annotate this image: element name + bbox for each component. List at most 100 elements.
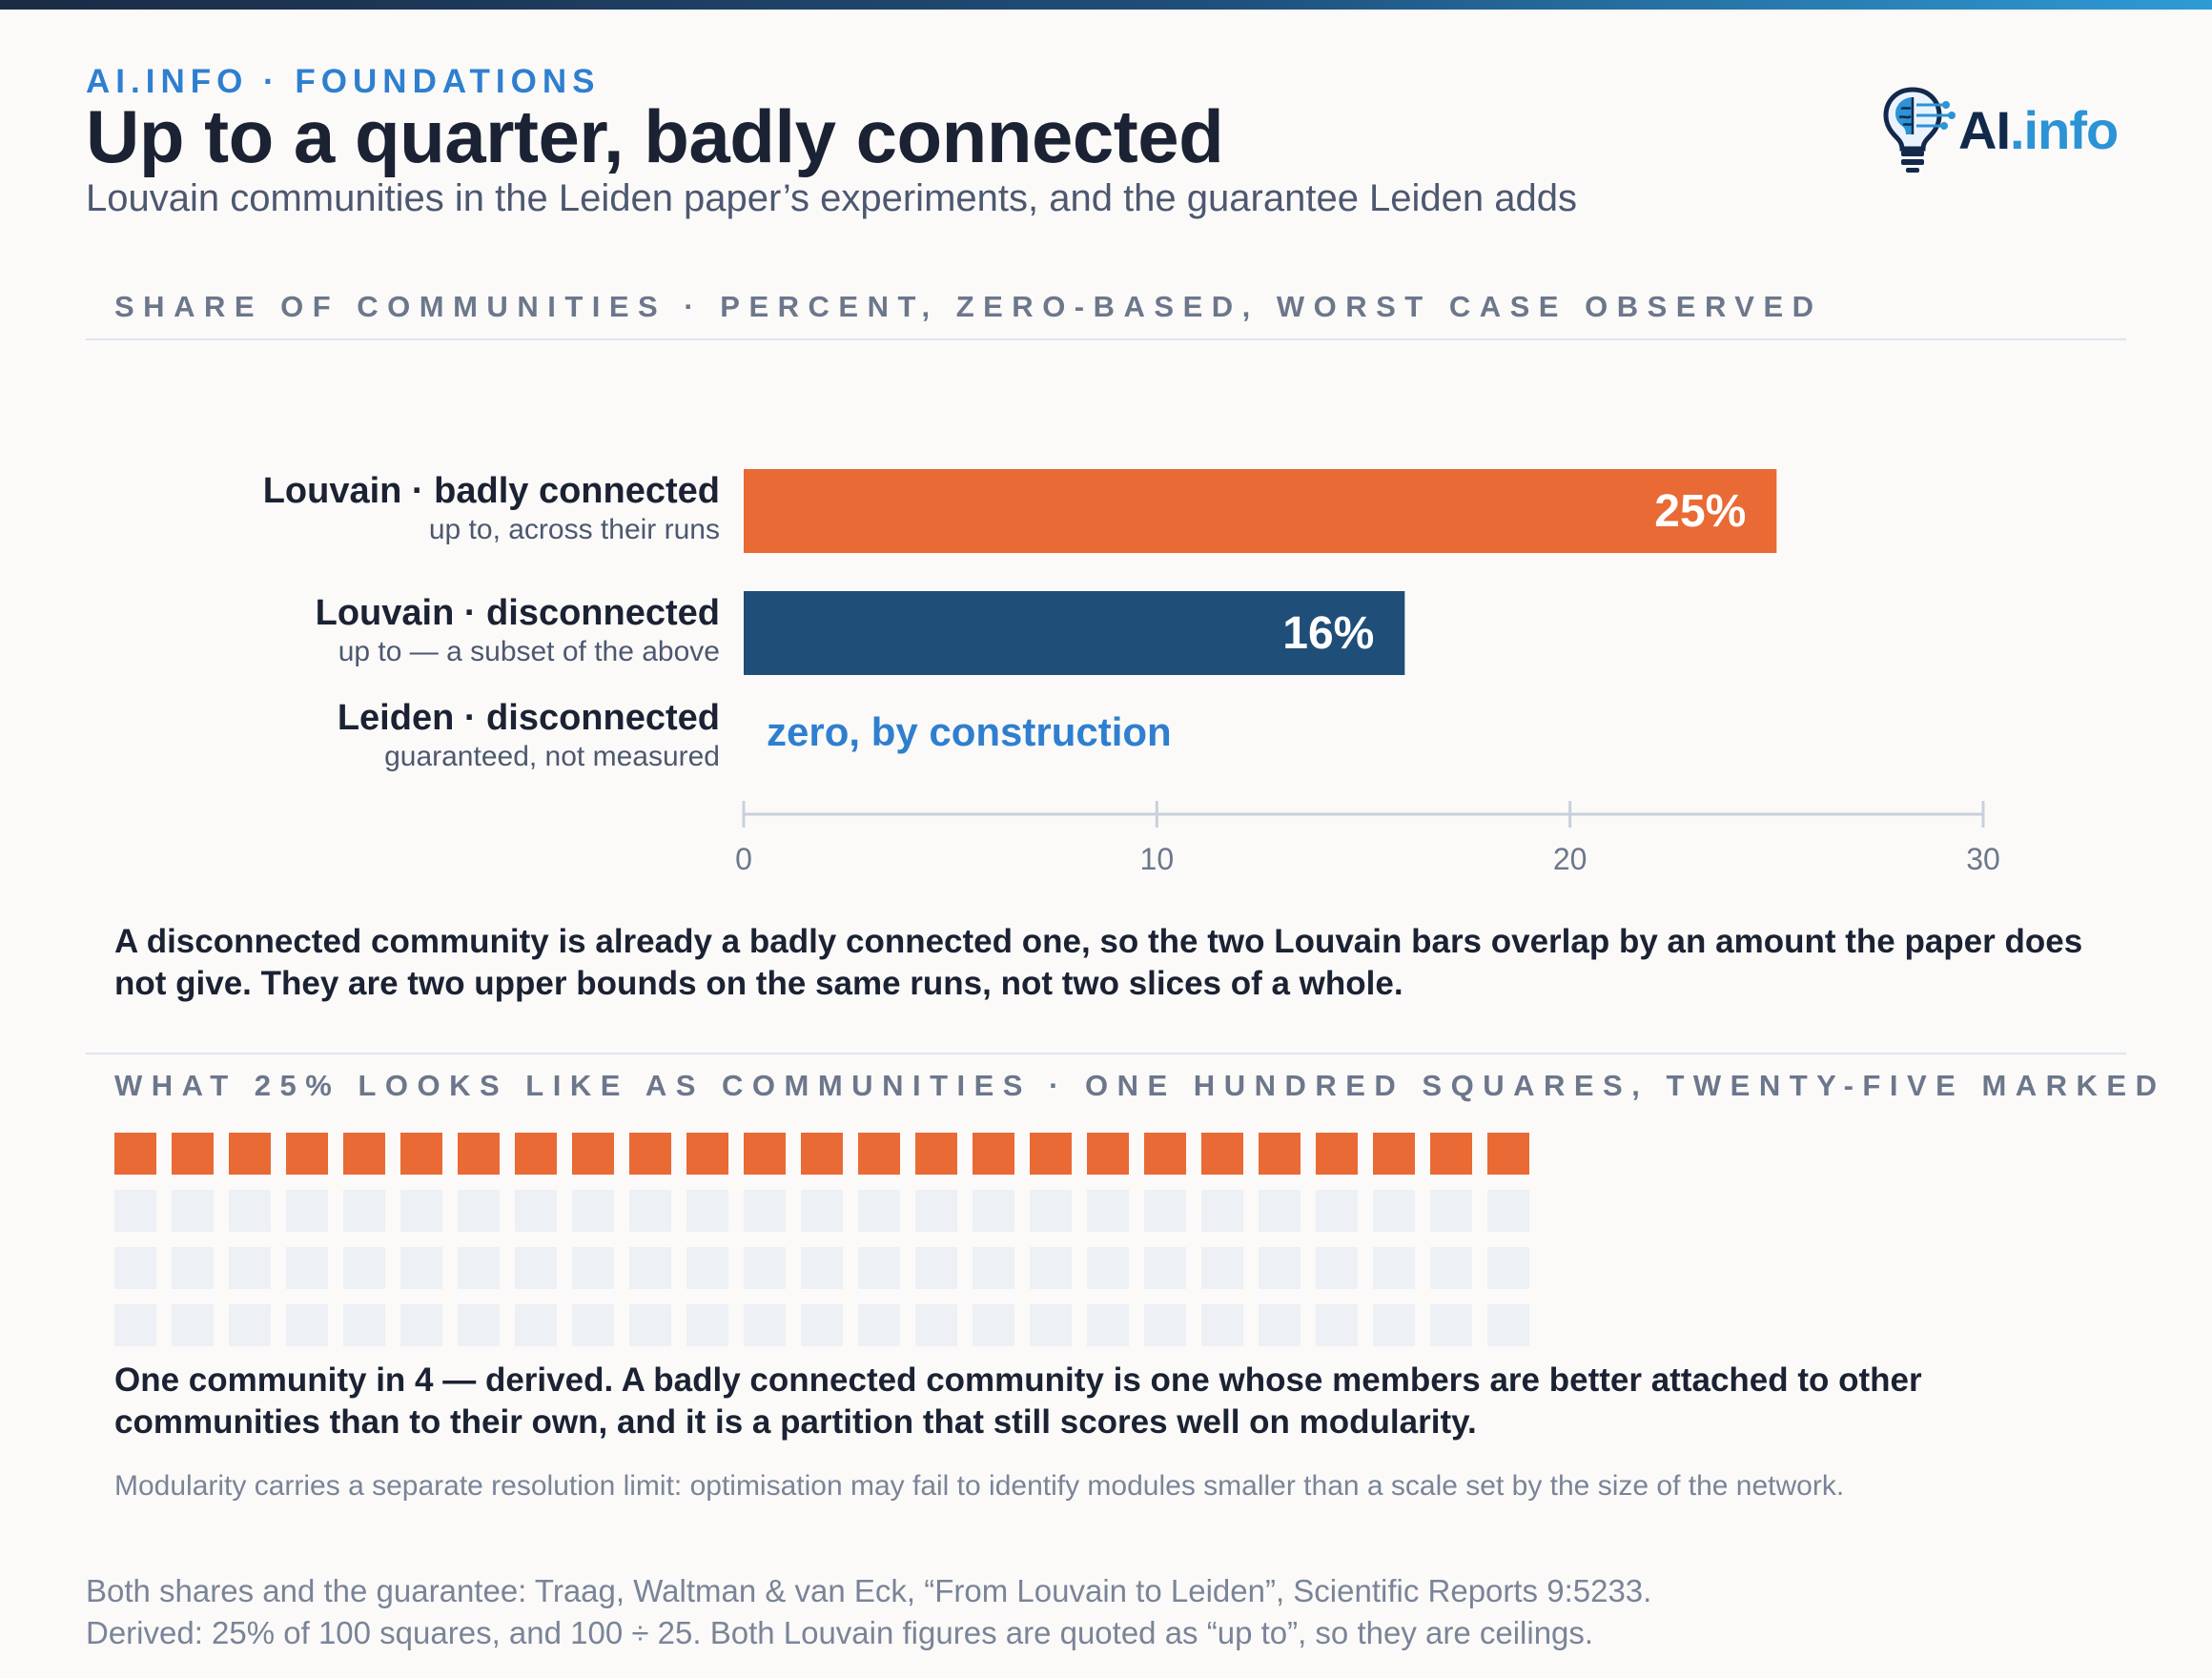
waffle-square [801, 1247, 843, 1289]
waffle-square [343, 1304, 385, 1346]
waffle-square [515, 1247, 557, 1289]
waffle-square [1487, 1304, 1529, 1346]
waffle-square-marked [1144, 1133, 1186, 1175]
waffle-square [400, 1304, 442, 1346]
waffle-square [1030, 1247, 1072, 1289]
waffle-square [1144, 1190, 1186, 1232]
waffle-square-marked [858, 1133, 900, 1175]
waffle-square [744, 1190, 786, 1232]
waffle-square-marked [343, 1133, 385, 1175]
waffle-square-marked [686, 1133, 728, 1175]
bar-sublabel: guaranteed, not measured [384, 741, 720, 772]
waffle-square [915, 1247, 957, 1289]
waffle-square-marked [286, 1133, 328, 1175]
waffle-square [1201, 1247, 1243, 1289]
waffle-square [1144, 1247, 1186, 1289]
waffle-square-marked [515, 1133, 557, 1175]
waffle-square [744, 1304, 786, 1346]
x-tick-label: 0 [735, 842, 752, 876]
waffle-square [458, 1304, 500, 1346]
bar [744, 469, 1777, 553]
source-line: Both shares and the guarantee: Traag, Wa… [86, 1573, 1652, 1608]
waffle-square-marked [572, 1133, 614, 1175]
waffle-section-label: WHAT 25% LOOKS LIKE AS COMMUNITIES · ONE… [114, 1069, 2166, 1102]
waffle-square [1259, 1190, 1301, 1232]
bar-label: Louvain · disconnected [316, 593, 720, 633]
waffle-square [1259, 1304, 1301, 1346]
waffle-square [229, 1190, 271, 1232]
top-accent-bar [0, 0, 2212, 10]
waffle-square [1201, 1190, 1243, 1232]
waffle-square [801, 1190, 843, 1232]
waffle-square [400, 1247, 442, 1289]
waffle-square [1430, 1190, 1472, 1232]
waffle-square [400, 1190, 442, 1232]
waffle-square-marked [1201, 1133, 1243, 1175]
waffle-square [1087, 1304, 1129, 1346]
waffle-square [1087, 1190, 1129, 1232]
waffle-square [572, 1304, 614, 1346]
x-tick-label: 10 [1140, 842, 1175, 876]
bar-value-label: zero, by construction [767, 709, 1172, 754]
bar-sublabel: up to — a subset of the above [338, 636, 720, 667]
waffle-square [515, 1190, 557, 1232]
brand-wordmark-ai: AI [1958, 99, 2011, 160]
waffle-square [1316, 1190, 1358, 1232]
waffle-square [1373, 1247, 1415, 1289]
waffle-square [229, 1247, 271, 1289]
waffle-square [915, 1190, 957, 1232]
waffle-square [629, 1190, 671, 1232]
waffle-square [458, 1190, 500, 1232]
waffle-square [1087, 1247, 1129, 1289]
waffle-square [1259, 1247, 1301, 1289]
waffle-square-marked [1316, 1133, 1358, 1175]
resolution-limit-note: Modularity carries a separate resolution… [114, 1470, 1845, 1502]
waffle-square [458, 1247, 500, 1289]
bar [744, 591, 1405, 675]
waffle-square-marked [229, 1133, 271, 1175]
waffle-square-marked [629, 1133, 671, 1175]
waffle-square [286, 1247, 328, 1289]
waffle-square [1030, 1304, 1072, 1346]
bar-label: Leiden · disconnected [338, 698, 720, 738]
waffle-square [686, 1190, 728, 1232]
waffle-square [629, 1247, 671, 1289]
waffle-square [1144, 1304, 1186, 1346]
waffle-square-marked [1087, 1133, 1129, 1175]
waffle-square [858, 1304, 900, 1346]
waffle-square-marked [458, 1133, 500, 1175]
waffle-square [973, 1190, 1014, 1232]
waffle-square [629, 1304, 671, 1346]
waffle-square [686, 1247, 728, 1289]
waffle-square [1201, 1304, 1243, 1346]
waffle-square [1487, 1190, 1529, 1232]
waffle-square [1316, 1304, 1358, 1346]
waffle-square [172, 1190, 214, 1232]
waffle-square-marked [1030, 1133, 1072, 1175]
waffle-square [973, 1304, 1014, 1346]
waffle-square [1430, 1304, 1472, 1346]
waffle-square-marked [400, 1133, 442, 1175]
waffle-square-marked [744, 1133, 786, 1175]
waffle-square-marked [915, 1133, 957, 1175]
waffle-square [286, 1304, 328, 1346]
bar-value-label: 16% [1282, 608, 1374, 659]
overlap-note: A disconnected community is already a ba… [114, 923, 2083, 1002]
waffle-square-marked [172, 1133, 214, 1175]
brand-wordmark-info: .info [2010, 99, 2119, 160]
waffle-square-marked [1373, 1133, 1415, 1175]
waffle-square [229, 1304, 271, 1346]
waffle-square-marked [1487, 1133, 1529, 1175]
waffle-square [1487, 1247, 1529, 1289]
waffle-square [172, 1247, 214, 1289]
waffle-square [858, 1247, 900, 1289]
waffle-square [1373, 1304, 1415, 1346]
chart-section-label: SHARE OF COMMUNITIES · PERCENT, ZERO-BAS… [114, 290, 1823, 323]
waffle-square [343, 1190, 385, 1232]
page-title: Up to a quarter, badly connected [86, 94, 1224, 178]
waffle-square-marked [1259, 1133, 1301, 1175]
waffle-grid [114, 1133, 1529, 1346]
waffle-square [286, 1190, 328, 1232]
brand-wordmark: AI.info [1958, 99, 2119, 161]
